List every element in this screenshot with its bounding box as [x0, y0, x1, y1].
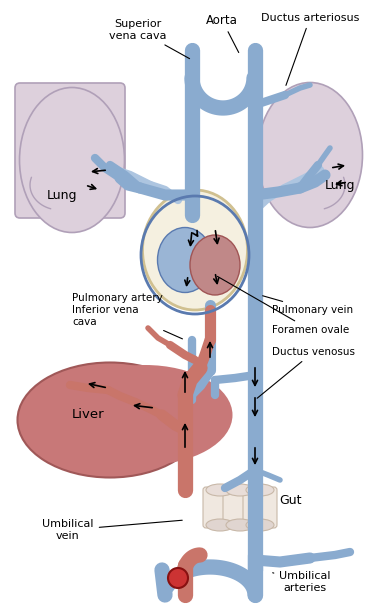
Ellipse shape [58, 365, 232, 465]
FancyBboxPatch shape [243, 487, 277, 528]
Text: Umbilical
vein: Umbilical vein [42, 519, 182, 541]
Text: Foramen ovale: Foramen ovale [217, 276, 349, 335]
FancyBboxPatch shape [203, 487, 237, 528]
Ellipse shape [157, 228, 213, 292]
Ellipse shape [20, 88, 125, 233]
Ellipse shape [206, 519, 234, 531]
Ellipse shape [226, 484, 254, 496]
Ellipse shape [17, 362, 203, 477]
Ellipse shape [206, 484, 234, 496]
Text: Ductus venosus: Ductus venosus [257, 347, 355, 398]
Text: Liver: Liver [72, 409, 104, 421]
Ellipse shape [142, 190, 247, 310]
Text: Gut: Gut [279, 493, 301, 507]
Text: Umbilical
arteries: Umbilical arteries [273, 571, 331, 593]
Text: Aorta: Aorta [206, 13, 239, 52]
Text: Superior
vena cava: Superior vena cava [109, 19, 190, 58]
Circle shape [168, 568, 188, 588]
FancyBboxPatch shape [223, 487, 257, 528]
Text: Pulmonary artery
Inferior vena
cava: Pulmonary artery Inferior vena cava [72, 294, 183, 339]
Text: Pulmonary vein: Pulmonary vein [262, 296, 353, 315]
Ellipse shape [226, 519, 254, 531]
Ellipse shape [246, 519, 274, 531]
FancyBboxPatch shape [15, 83, 125, 218]
Text: Ductus arteriosus: Ductus arteriosus [261, 13, 359, 85]
Ellipse shape [190, 235, 240, 295]
Ellipse shape [257, 82, 362, 228]
Text: Lung: Lung [47, 189, 77, 202]
Text: Lung: Lung [325, 178, 355, 191]
Ellipse shape [246, 484, 274, 496]
